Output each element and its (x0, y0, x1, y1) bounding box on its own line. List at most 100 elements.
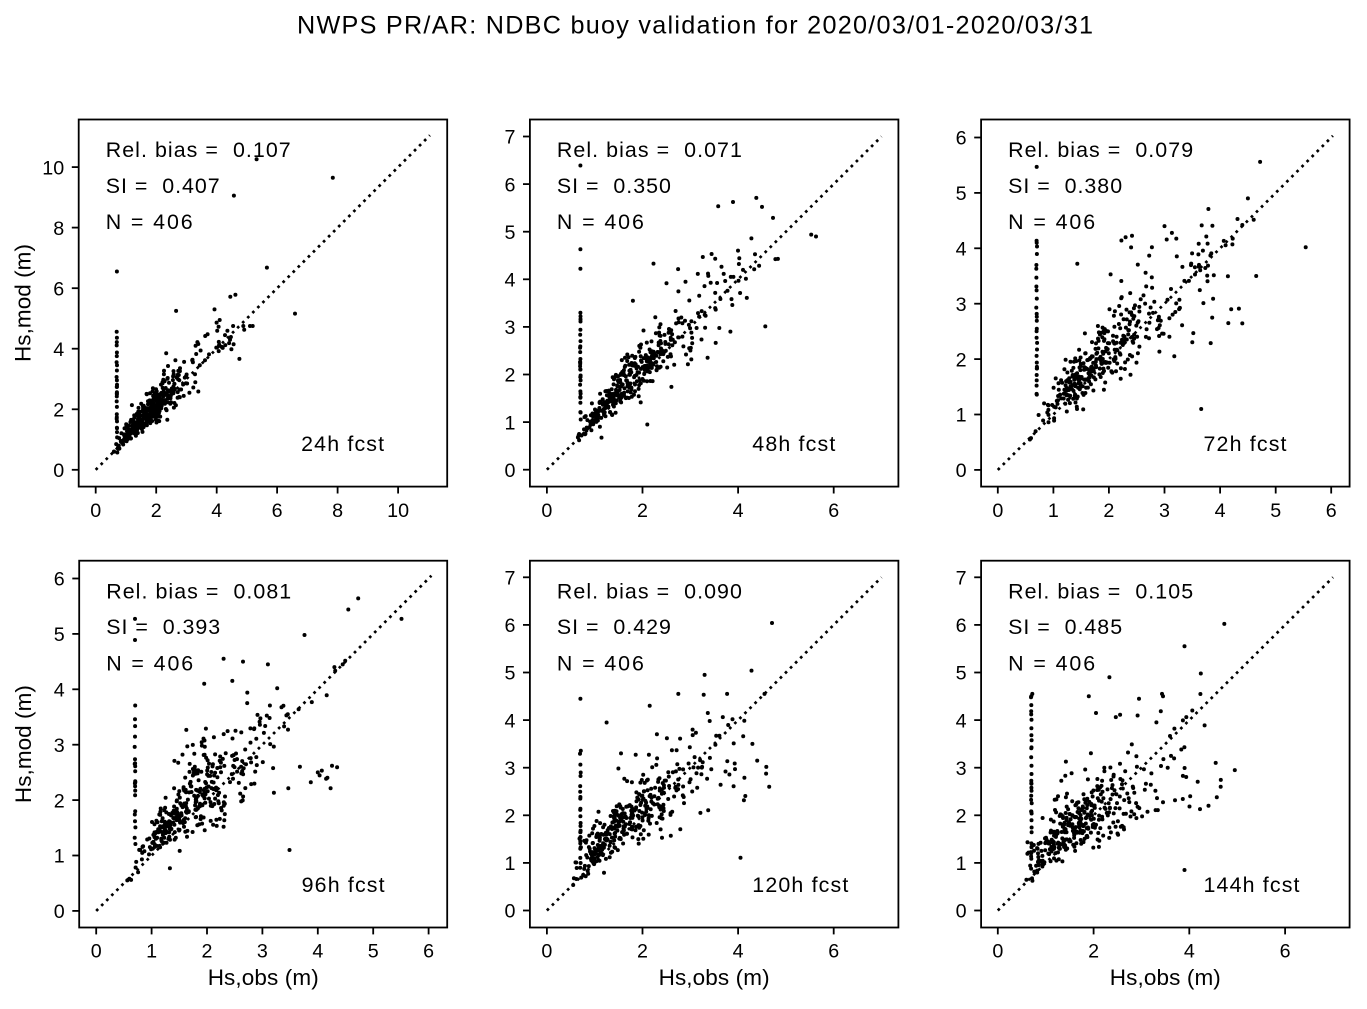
svg-text:0: 0 (91, 941, 102, 963)
svg-text:4: 4 (504, 270, 515, 292)
svg-text:5: 5 (504, 663, 515, 685)
svg-text:2: 2 (504, 806, 515, 828)
svg-text:3: 3 (1159, 500, 1170, 522)
svg-text:2: 2 (956, 349, 967, 371)
svg-text:2: 2 (504, 365, 515, 387)
svg-text:0: 0 (53, 460, 64, 482)
svg-text:2: 2 (54, 790, 65, 812)
svg-text:SI = 0.350: SI = 0.350 (557, 174, 671, 198)
svg-text:3: 3 (504, 758, 515, 780)
svg-text:2: 2 (202, 941, 213, 963)
svg-text:5: 5 (504, 222, 515, 244)
svg-text:96h fcst: 96h fcst (302, 873, 385, 897)
svg-text:1: 1 (956, 853, 967, 875)
svg-text:Rel. bias = 0.107: Rel. bias = 0.107 (106, 138, 291, 162)
svg-text:N = 406: N = 406 (1008, 651, 1095, 675)
svg-text:SI = 0.485: SI = 0.485 (1008, 615, 1122, 639)
svg-text:2: 2 (1088, 941, 1099, 963)
svg-text:5: 5 (54, 624, 65, 646)
svg-text:3: 3 (54, 735, 65, 757)
svg-text:Hs,mod (m): Hs,mod (m) (11, 685, 36, 803)
svg-text:2: 2 (1103, 500, 1114, 522)
svg-text:6: 6 (956, 615, 967, 637)
svg-text:Hs,obs (m): Hs,obs (m) (1110, 965, 1221, 990)
svg-text:4: 4 (312, 941, 323, 963)
svg-text:6: 6 (956, 128, 967, 150)
svg-text:4: 4 (54, 680, 65, 702)
svg-text:Rel. bias = 0.071: Rel. bias = 0.071 (557, 138, 742, 162)
svg-text:24h fcst: 24h fcst (301, 432, 384, 456)
svg-text:5: 5 (956, 183, 967, 205)
svg-text:6: 6 (54, 569, 65, 591)
svg-text:0: 0 (54, 901, 65, 923)
svg-text:N = 406: N = 406 (557, 210, 644, 234)
svg-text:4: 4 (1215, 500, 1226, 522)
svg-text:6: 6 (423, 941, 434, 963)
svg-text:N = 406: N = 406 (1008, 210, 1095, 234)
svg-text:0: 0 (956, 901, 967, 923)
svg-text:SI = 0.407: SI = 0.407 (106, 174, 220, 198)
svg-text:6: 6 (272, 500, 283, 522)
svg-text:48h fcst: 48h fcst (752, 432, 835, 456)
svg-text:1: 1 (504, 853, 515, 875)
svg-text:Rel. bias = 0.105: Rel. bias = 0.105 (1008, 579, 1193, 603)
svg-text:6: 6 (1280, 941, 1291, 963)
svg-text:N = 406: N = 406 (106, 651, 193, 675)
svg-text:8: 8 (332, 500, 343, 522)
svg-text:10: 10 (42, 157, 64, 179)
svg-text:0: 0 (541, 500, 552, 522)
svg-text:6: 6 (828, 500, 839, 522)
svg-text:5: 5 (956, 663, 967, 685)
svg-text:1: 1 (504, 412, 515, 434)
svg-text:Rel. bias = 0.079: Rel. bias = 0.079 (1008, 138, 1193, 162)
svg-text:6: 6 (504, 174, 515, 196)
svg-text:Hs,obs (m): Hs,obs (m) (208, 965, 319, 990)
svg-text:3: 3 (504, 317, 515, 339)
svg-text:7: 7 (956, 568, 967, 590)
svg-text:3: 3 (956, 294, 967, 316)
svg-text:8: 8 (53, 218, 64, 240)
svg-text:4: 4 (211, 500, 222, 522)
svg-text:Hs,mod (m): Hs,mod (m) (11, 244, 36, 362)
svg-text:72h fcst: 72h fcst (1204, 432, 1287, 456)
svg-text:1: 1 (1048, 500, 1059, 522)
svg-text:1: 1 (956, 405, 967, 427)
svg-text:6: 6 (1326, 500, 1337, 522)
svg-text:0: 0 (504, 901, 515, 923)
svg-text:N = 406: N = 406 (106, 210, 193, 234)
svg-text:2: 2 (637, 941, 648, 963)
svg-text:0: 0 (541, 941, 552, 963)
svg-text:1: 1 (54, 846, 65, 868)
svg-text:2: 2 (53, 400, 64, 422)
svg-text:5: 5 (368, 941, 379, 963)
svg-text:6: 6 (828, 941, 839, 963)
svg-text:0: 0 (956, 460, 967, 482)
svg-text:2: 2 (637, 500, 648, 522)
svg-text:0: 0 (992, 941, 1003, 963)
svg-text:2: 2 (956, 806, 967, 828)
svg-text:Hs,obs (m): Hs,obs (m) (659, 965, 770, 990)
svg-text:120h fcst: 120h fcst (752, 873, 848, 897)
svg-text:Rel. bias = 0.090: Rel. bias = 0.090 (557, 579, 742, 603)
svg-text:4: 4 (733, 500, 744, 522)
svg-text:3: 3 (257, 941, 268, 963)
svg-text:Rel. bias = 0.081: Rel. bias = 0.081 (106, 579, 291, 603)
svg-text:4: 4 (504, 710, 515, 732)
svg-text:NWPS PR/AR: NDBC buoy validati: NWPS PR/AR: NDBC buoy validation for 202… (297, 11, 1093, 39)
svg-text:3: 3 (956, 758, 967, 780)
svg-text:SI = 0.429: SI = 0.429 (557, 615, 671, 639)
svg-text:144h fcst: 144h fcst (1204, 873, 1300, 897)
svg-text:0: 0 (992, 500, 1003, 522)
svg-text:7: 7 (504, 127, 515, 149)
svg-text:7: 7 (504, 568, 515, 590)
svg-text:4: 4 (1184, 941, 1195, 963)
svg-text:0: 0 (504, 460, 515, 482)
svg-text:4: 4 (53, 339, 64, 361)
svg-text:N = 406: N = 406 (557, 651, 644, 675)
svg-text:1: 1 (146, 941, 157, 963)
svg-text:10: 10 (387, 500, 409, 522)
svg-text:2: 2 (151, 500, 162, 522)
svg-text:SI = 0.393: SI = 0.393 (106, 615, 220, 639)
svg-text:5: 5 (1270, 500, 1281, 522)
svg-text:4: 4 (956, 710, 967, 732)
